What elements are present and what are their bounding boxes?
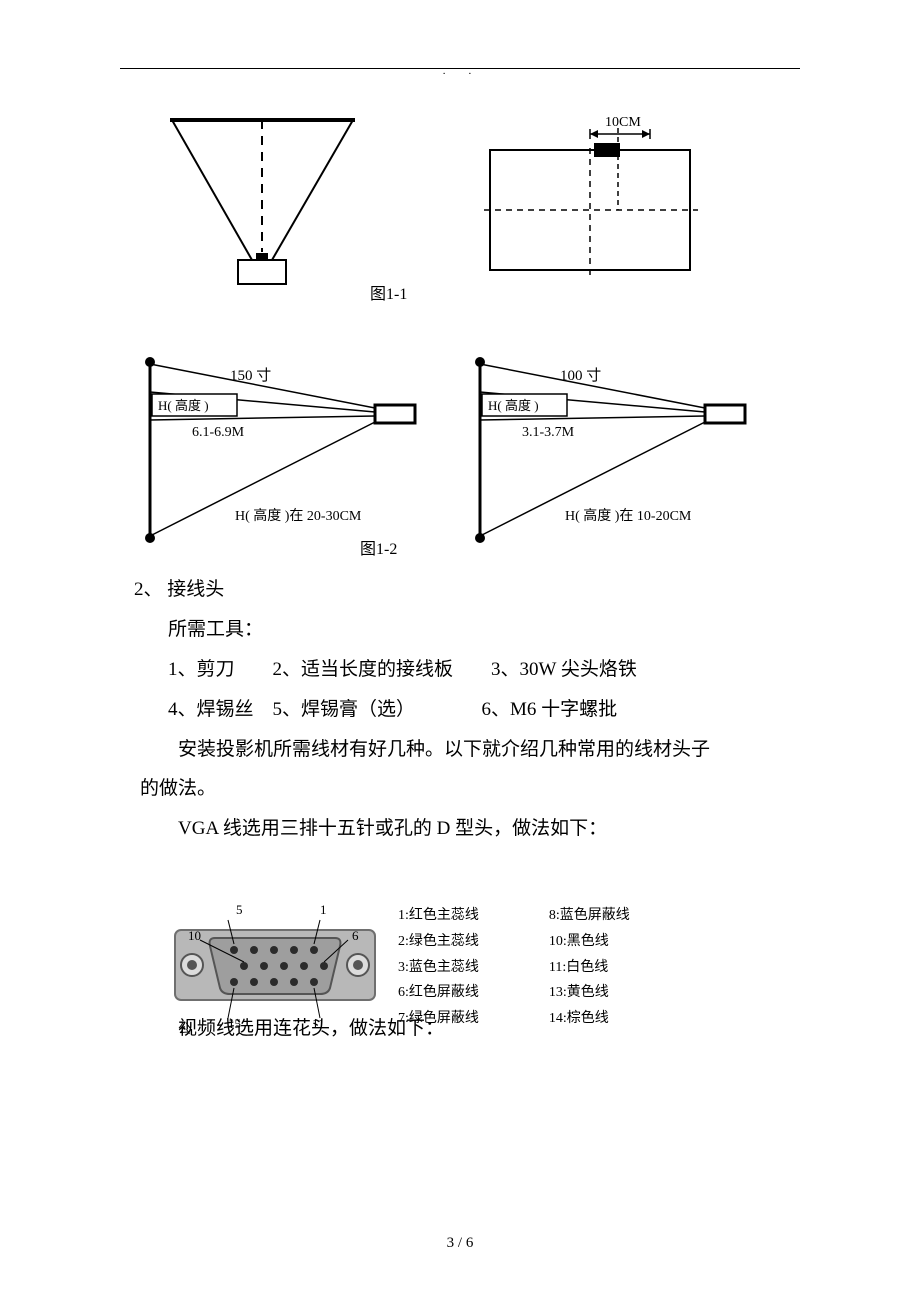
pin-l-0: 1:红色主蕊线: [390, 904, 487, 928]
para-1b: 的做法。: [140, 769, 800, 809]
pin-r-3: 13:黄色线: [489, 981, 638, 1005]
svg-text:3.1-3.7M: 3.1-3.7M: [522, 425, 575, 440]
tools-row-1: 1、剪刀 2、适当长度的接线板 3、30W 尖头烙铁: [168, 650, 800, 690]
pin-l-1: 2:绿色主蕊线: [390, 930, 487, 954]
fig12-svg: H( 高度 ) 150 寸 6.1-6.9M H( 高度 )在 20-30CM: [130, 350, 830, 550]
pin-r-0: 8:蓝色屏蔽线: [489, 904, 638, 928]
section-heading: 2、 接线头: [134, 570, 800, 610]
vga-gong: 公: [178, 1018, 191, 1037]
tools-label: 所需工具：: [168, 610, 800, 650]
vga-svg: [170, 900, 390, 1040]
header-dots: . .: [443, 62, 478, 78]
vga-n1: 1: [320, 902, 327, 918]
pin-r-2: 11:白色线: [489, 956, 638, 980]
page-footer: 3 / 6: [0, 1235, 920, 1252]
header-rule: [120, 68, 800, 69]
vga-n11: 11: [312, 1016, 325, 1032]
pin-l-4: 7:绿色屏蔽线: [390, 1007, 487, 1031]
vga-n15: 15: [228, 1016, 241, 1032]
svg-text:6.1-6.9M: 6.1-6.9M: [192, 425, 245, 440]
page: . .: [0, 0, 920, 1302]
para-1: 安装投影机所需线材有好几种。以下就介绍几种常用的线材头子: [140, 730, 800, 770]
svg-text:150 寸: 150 寸: [230, 367, 271, 384]
pin-r-4: 14:棕色线: [489, 1007, 638, 1031]
vga-n10: 10: [188, 928, 201, 944]
svg-text:H( 高度 )在 20-30CM: H( 高度 )在 20-30CM: [235, 507, 362, 524]
svg-text:H( 高度 )在 10-20CM: H( 高度 )在 10-20CM: [565, 507, 692, 524]
pin-r-1: 10:黑色线: [489, 930, 638, 954]
pin-l-2: 3:蓝色主蕊线: [390, 956, 487, 980]
vga-pinmap: 1:红色主蕊线8:蓝色屏蔽线 2:绿色主蕊线10:黑色线 3:蓝色主蕊线11:白…: [388, 902, 640, 1033]
figure-1-1: 10CM: [160, 110, 780, 320]
svg-text:100 寸: 100 寸: [560, 367, 601, 384]
fig11-dim-text: 10CM: [605, 115, 641, 130]
vga-n6: 6: [352, 928, 359, 944]
pin-l-3: 6:红色屏蔽线: [390, 981, 487, 1005]
figure-1-2: H( 高度 ) 150 寸 6.1-6.9M H( 高度 )在 20-30CM: [130, 350, 830, 560]
para-2: VGA 线选用三排十五针或孔的 D 型头，做法如下：: [140, 809, 800, 849]
svg-text:H( 高度 ): H( 高度 ): [488, 398, 539, 413]
svg-text:H( 高度 ): H( 高度 ): [158, 398, 209, 413]
tools-row-2: 4、焊锡丝 5、焊锡膏（选） 6、M6 十字螺批: [168, 690, 800, 730]
fig11-svg: 10CM: [160, 110, 780, 310]
vga-n5: 5: [236, 902, 243, 918]
fig12-caption: 图1-2: [360, 535, 397, 559]
fig11-caption: 图1-1: [370, 280, 407, 304]
